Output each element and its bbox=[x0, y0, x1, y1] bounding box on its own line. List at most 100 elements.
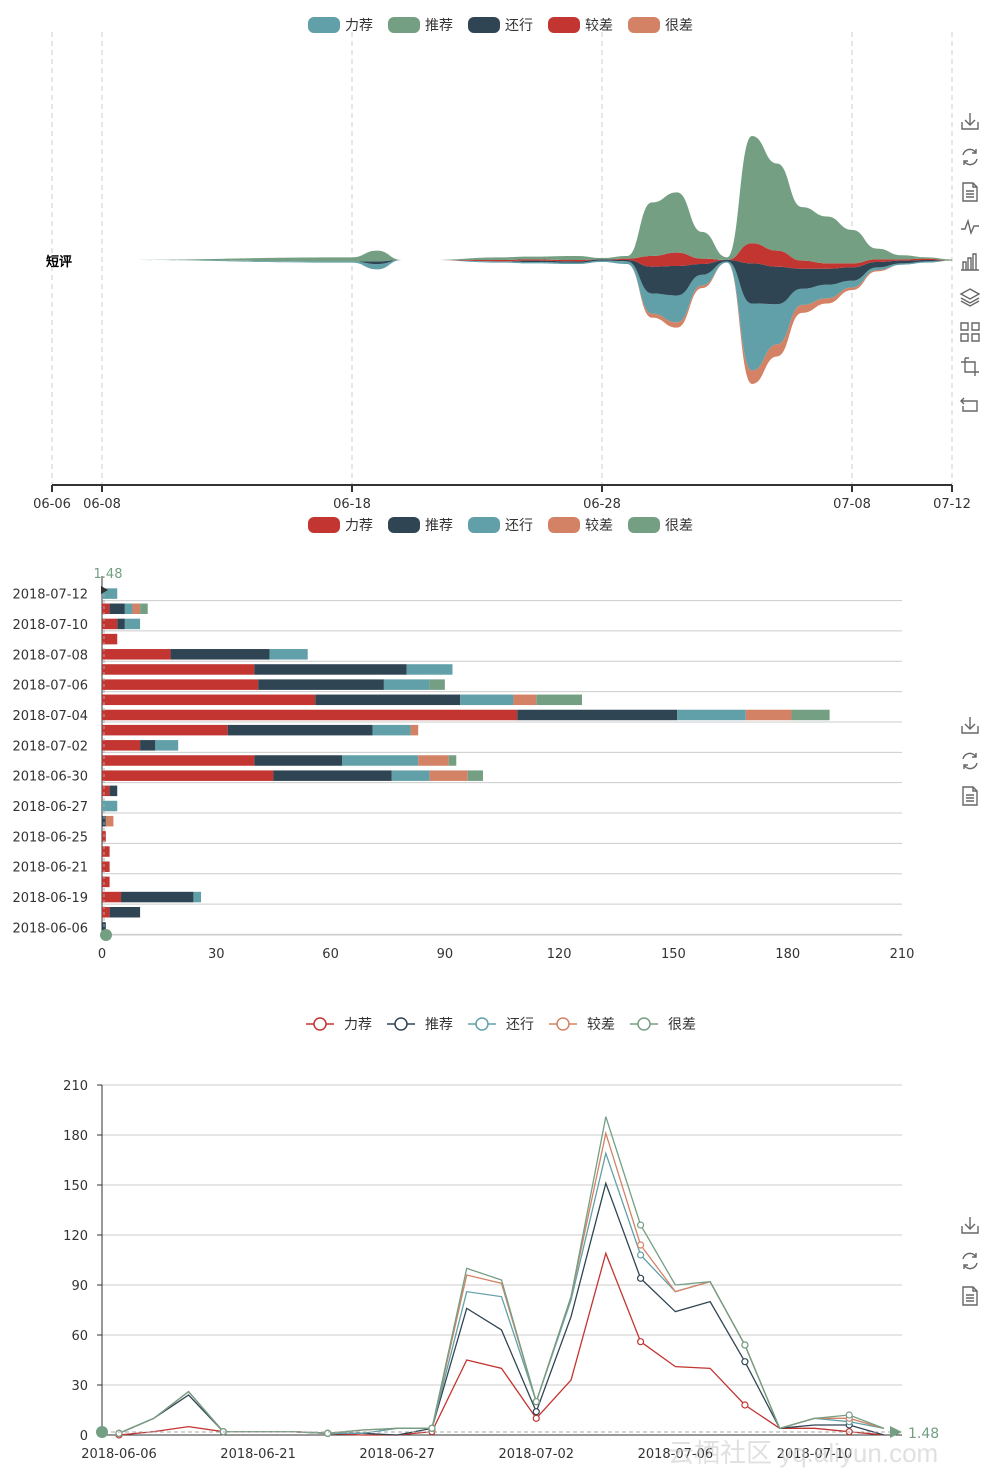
bar-segment-e8be83e5b7ae[interactable] bbox=[418, 755, 449, 766]
bar-segment-e58a9be88d90[interactable] bbox=[102, 694, 316, 706]
bar-segment-e8be83e5b7ae[interactable] bbox=[105, 815, 114, 827]
bar-datazoom-handle-top[interactable] bbox=[101, 586, 108, 594]
bar-segment-e68ea8e88d90[interactable] bbox=[109, 785, 118, 797]
line-point-e5be88e5b7ae[interactable] bbox=[741, 1341, 749, 1349]
bar-segment-e68ea8e88d90[interactable] bbox=[102, 815, 106, 827]
bar-segment-e8bf98e8a18c[interactable] bbox=[124, 618, 141, 630]
line-point-e58a9be88d90[interactable] bbox=[636, 1338, 645, 1346]
bar-segment-e8bf98e8a18c[interactable] bbox=[677, 709, 746, 721]
bar-segment-e58a9be88d90[interactable] bbox=[102, 846, 110, 857]
bar-segment-e58a9be88d90[interactable] bbox=[102, 649, 171, 660]
line-series-e8bf98e8a18c[interactable] bbox=[118, 1150, 885, 1434]
refresh-icon[interactable] bbox=[962, 752, 978, 770]
bar-segment-e8bf98e8a18c[interactable] bbox=[124, 603, 133, 615]
bar-segment-e8bf98e8a18c[interactable] bbox=[460, 694, 514, 706]
bar-legend-item-0[interactable]: 力荐 bbox=[308, 517, 373, 534]
bar-segment-e8be83e5b7ae[interactable] bbox=[132, 603, 141, 615]
line-point-e58a9be88d90[interactable] bbox=[741, 1401, 749, 1409]
river-legend-item-0[interactable]: 力荐 bbox=[308, 17, 373, 34]
bar-segment-e68ea8e88d90[interactable] bbox=[315, 694, 461, 706]
river-layer-e8bf98e8a18c[interactable] bbox=[52, 259, 952, 305]
bar-segment-e68ea8e88d90[interactable] bbox=[109, 906, 141, 918]
bar-segment-e5be88e5b7ae[interactable] bbox=[536, 694, 582, 706]
bar-chart-icon[interactable] bbox=[961, 253, 979, 271]
bar-segment-e8bf98e8a18c[interactable] bbox=[372, 724, 411, 736]
river-legend-item-4[interactable]: 很差 bbox=[628, 17, 693, 34]
bar-segment-e8bf98e8a18c[interactable] bbox=[383, 679, 430, 690]
line-point-e5be88e5b7ae[interactable] bbox=[428, 1424, 436, 1432]
line-point-e5be88e5b7ae[interactable] bbox=[115, 1429, 123, 1437]
bar-segment-e5be88e5b7ae[interactable] bbox=[429, 679, 445, 690]
line-point-e5be88e5b7ae[interactable] bbox=[636, 1221, 645, 1229]
river-legend-item-3[interactable]: 较差 bbox=[548, 17, 613, 34]
bar-segment-e68ea8e88d90[interactable] bbox=[117, 618, 125, 630]
stack-icon[interactable] bbox=[959, 288, 981, 307]
line-datazoom-handle-left[interactable] bbox=[96, 1426, 108, 1438]
line-legend-item-2[interactable]: 还行 bbox=[468, 1017, 534, 1033]
river-layer-e68ea8e88d90[interactable] bbox=[52, 136, 952, 264]
tiled-icon[interactable] bbox=[960, 322, 980, 342]
line-point-e68ea8e88d90[interactable] bbox=[636, 1274, 645, 1282]
bar-segment-e68ea8e88d90[interactable] bbox=[273, 770, 392, 781]
bar-segment-e68ea8e88d90[interactable] bbox=[258, 679, 384, 690]
line-point-e68ea8e88d90[interactable] bbox=[741, 1358, 749, 1366]
bar-segment-e68ea8e88d90[interactable] bbox=[102, 922, 106, 933]
zoom-icon[interactable] bbox=[961, 357, 979, 376]
bar-segment-e68ea8e88d90[interactable] bbox=[227, 724, 373, 736]
bar-segment-e5be88e5b7ae[interactable] bbox=[791, 709, 830, 721]
bar-segment-e58a9be88d90[interactable] bbox=[102, 906, 110, 918]
line-point-e8bf98e8a18c[interactable] bbox=[636, 1251, 645, 1259]
bar-segment-e8bf98e8a18c[interactable] bbox=[406, 664, 453, 675]
bar-segment-e58a9be88d90[interactable] bbox=[102, 618, 118, 630]
river-layer-e58a9be88d90[interactable] bbox=[52, 260, 952, 371]
bar-segment-e8bf98e8a18c[interactable] bbox=[342, 755, 419, 766]
line-chart-icon[interactable] bbox=[961, 218, 979, 236]
data-view-icon[interactable] bbox=[962, 182, 978, 202]
line-legend-item-3[interactable]: 较差 bbox=[549, 1017, 615, 1033]
bar-segment-e68ea8e88d90[interactable] bbox=[121, 891, 194, 903]
line-legend-item-1[interactable]: 推荐 bbox=[387, 1017, 453, 1033]
bar-segment-e58a9be88d90[interactable] bbox=[102, 785, 110, 797]
bar-segment-e68ea8e88d90[interactable] bbox=[140, 740, 156, 751]
bar-segment-e58a9be88d90[interactable] bbox=[102, 861, 110, 872]
bar-segment-e58a9be88d90[interactable] bbox=[102, 633, 118, 645]
bar-datazoom-handle-bottom[interactable] bbox=[100, 929, 112, 941]
bar-segment-e68ea8e88d90[interactable] bbox=[109, 603, 125, 615]
river-legend-item-1[interactable]: 推荐 bbox=[388, 17, 453, 34]
line-point-e8be83e5b7ae[interactable] bbox=[636, 1241, 645, 1249]
bar-segment-e8be83e5b7ae[interactable] bbox=[410, 724, 419, 736]
line-legend-item-4[interactable]: 很差 bbox=[630, 1017, 696, 1033]
line-series-e68ea8e88d90[interactable] bbox=[118, 1181, 885, 1436]
line-series-e5be88e5b7ae[interactable] bbox=[118, 1116, 885, 1434]
bar-segment-e8bf98e8a18c[interactable] bbox=[391, 770, 430, 781]
bar-segment-e68ea8e88d90[interactable] bbox=[254, 664, 407, 675]
bar-segment-e5be88e5b7ae[interactable] bbox=[448, 755, 457, 766]
download-icon[interactable] bbox=[961, 717, 979, 734]
bar-segment-e5be88e5b7ae[interactable] bbox=[467, 770, 483, 781]
river-legend-item-2[interactable]: 还行 bbox=[468, 17, 533, 34]
bar-segment-e58a9be88d90[interactable] bbox=[102, 770, 274, 781]
bar-segment-e8be83e5b7ae[interactable] bbox=[513, 694, 537, 706]
line-point-e58a9be88d90[interactable] bbox=[532, 1414, 540, 1422]
bar-segment-e58a9be88d90[interactable] bbox=[102, 755, 255, 766]
line-legend-item-0[interactable]: 力荐 bbox=[306, 1017, 372, 1033]
bar-segment-e58a9be88d90[interactable] bbox=[102, 876, 110, 888]
bar-segment-e8bf98e8a18c[interactable] bbox=[102, 588, 118, 599]
bar-legend-item-1[interactable]: 推荐 bbox=[388, 517, 453, 534]
bar-segment-e58a9be88d90[interactable] bbox=[102, 709, 518, 721]
refresh-icon[interactable] bbox=[962, 1252, 978, 1270]
bar-segment-e8bf98e8a18c[interactable] bbox=[193, 891, 202, 903]
bar-segment-e58a9be88d90[interactable] bbox=[102, 679, 259, 690]
bar-segment-e58a9be88d90[interactable] bbox=[102, 740, 141, 751]
bar-segment-e68ea8e88d90[interactable] bbox=[254, 755, 342, 766]
zoom-reset-icon[interactable] bbox=[960, 397, 978, 412]
river-layer-e8be83e5b7ae[interactable] bbox=[52, 243, 952, 269]
line-point-e5be88e5b7ae[interactable] bbox=[324, 1429, 332, 1437]
bar-segment-e8bf98e8a18c[interactable] bbox=[102, 800, 118, 812]
bar-segment-e8bf98e8a18c[interactable] bbox=[269, 649, 308, 660]
data-view-icon[interactable] bbox=[962, 786, 978, 806]
bar-segment-e5be88e5b7ae[interactable] bbox=[140, 603, 148, 615]
bar-segment-e68ea8e88d90[interactable] bbox=[170, 649, 270, 660]
bar-legend-item-2[interactable]: 还行 bbox=[468, 517, 533, 534]
download-icon[interactable] bbox=[961, 1217, 979, 1234]
